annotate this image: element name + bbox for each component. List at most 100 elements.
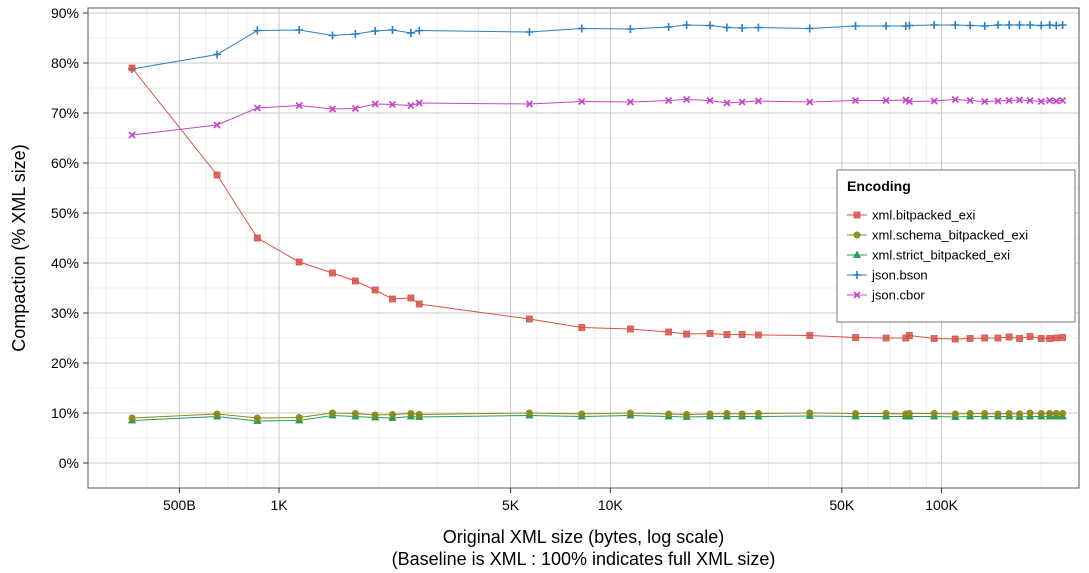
data-point	[1026, 333, 1034, 340]
data-point	[706, 410, 714, 418]
data-point	[128, 414, 136, 422]
data-point	[981, 97, 989, 106]
data-point	[738, 98, 746, 106]
legend-item: xml.strict_bitpacked_exi	[847, 248, 1010, 263]
data-point	[683, 330, 691, 338]
data-point	[351, 410, 359, 417]
data-point	[994, 410, 1002, 418]
data-point	[578, 324, 586, 331]
series-line	[132, 98, 1063, 136]
data-point	[1052, 410, 1060, 417]
data-point	[253, 414, 261, 422]
data-point	[328, 31, 337, 40]
series-line	[132, 24, 1063, 70]
data-point	[994, 97, 1002, 105]
data-point	[1015, 21, 1024, 29]
data-point	[626, 98, 634, 106]
data-point	[806, 409, 814, 417]
data-point	[1059, 96, 1067, 105]
data-point	[966, 335, 974, 342]
data-point	[683, 95, 691, 104]
data-point	[1059, 410, 1067, 417]
data-point	[665, 96, 673, 105]
data-point	[525, 409, 533, 417]
data-point	[415, 411, 423, 418]
data-point	[415, 300, 423, 308]
data-point	[1005, 21, 1014, 29]
data-point	[295, 101, 303, 110]
data-point	[981, 334, 989, 342]
data-point	[1026, 96, 1034, 105]
data-point	[407, 294, 415, 302]
data-point	[930, 410, 938, 417]
data-point	[526, 315, 533, 323]
x-axis-title: Original XML size (bytes, log scale)	[443, 527, 724, 547]
data-point	[754, 97, 762, 105]
data-point	[1058, 21, 1067, 29]
legend-item: xml.bitpacked_exi	[847, 208, 975, 223]
data-point	[371, 27, 380, 35]
legend-swatch-marker	[853, 211, 861, 219]
data-point	[388, 100, 397, 109]
legend: Encoding xml.bitpacked_exi xml.schema_bit…	[836, 169, 1076, 323]
data-point	[295, 414, 303, 421]
data-point	[882, 96, 890, 105]
data-point	[415, 26, 424, 35]
data-point	[754, 23, 763, 32]
data-point	[706, 330, 714, 337]
data-point	[1037, 410, 1045, 417]
data-point	[577, 24, 586, 33]
data-point	[966, 21, 975, 30]
y-tick-label: 90%	[51, 5, 79, 21]
data-point	[1037, 335, 1045, 342]
data-point	[951, 95, 959, 104]
legend-swatch-marker	[853, 231, 861, 239]
y-tick-label: 20%	[51, 355, 79, 371]
data-point	[371, 411, 379, 419]
data-point	[882, 22, 891, 30]
data-point	[578, 410, 586, 418]
data-point	[213, 121, 221, 129]
legend-item: xml.schema_bitpacked_exi	[847, 228, 1028, 243]
data-point	[755, 331, 762, 339]
data-point	[665, 410, 673, 418]
data-point	[253, 234, 261, 242]
data-point	[951, 410, 959, 418]
data-point	[930, 335, 938, 342]
data-point	[407, 101, 415, 110]
series-xml.bitpacked_exi	[128, 64, 1067, 343]
data-point	[525, 100, 533, 108]
data-point	[1052, 97, 1060, 105]
data-point	[406, 29, 415, 37]
legend-swatch-marker	[853, 291, 861, 299]
data-point	[128, 131, 136, 139]
data-point	[1005, 410, 1013, 417]
data-point	[905, 410, 913, 417]
data-point	[388, 411, 396, 418]
data-point	[578, 97, 586, 106]
data-point	[852, 334, 859, 341]
data-point	[993, 21, 1002, 29]
legend-box	[836, 169, 1076, 323]
data-point	[738, 24, 747, 32]
x-axis: 500B 1K 5K 10K 50K 100K	[163, 488, 959, 513]
data-point	[723, 99, 731, 107]
y-tick-label: 70%	[51, 105, 79, 121]
data-point	[905, 97, 914, 106]
x-tick-label: 500B	[163, 497, 196, 513]
data-point	[966, 410, 974, 417]
data-point	[128, 64, 136, 72]
legend-item: json.bson	[847, 268, 928, 283]
data-point	[1005, 96, 1013, 105]
data-point	[683, 411, 691, 418]
data-point	[1046, 335, 1054, 342]
x-axis-subtitle: (Baseline is XML : 100% indicates full X…	[392, 549, 776, 569]
data-point	[966, 96, 974, 105]
data-point	[525, 28, 534, 36]
series-layer	[127, 21, 1067, 424]
legend-label: xml.bitpacked_exi	[872, 208, 975, 223]
data-point	[295, 258, 303, 266]
data-point	[994, 334, 1002, 342]
data-point	[706, 96, 714, 105]
